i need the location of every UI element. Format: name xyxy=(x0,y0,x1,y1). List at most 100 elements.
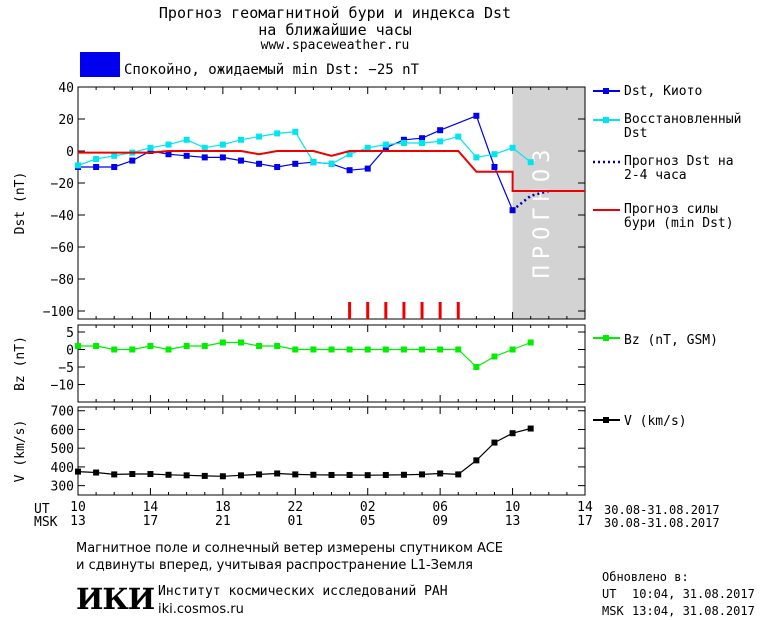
data-point-0-1 xyxy=(165,141,172,148)
y-tick-label: 700 xyxy=(51,405,74,420)
data-point-1-0 xyxy=(455,346,462,353)
msk-tick-label: 13 xyxy=(70,514,86,529)
data-point-0-1 xyxy=(93,156,100,162)
data-point-0-1 xyxy=(455,133,462,140)
y-axis-label: Bz (nT) xyxy=(13,336,28,391)
legend-storm-forecast: Прогноз силы бури (min Dst) xyxy=(624,202,734,231)
data-point-1-0 xyxy=(111,346,118,353)
ut-tick-label: 02 xyxy=(359,500,376,515)
footer-note-line1: Магнитное поле и солнечный ветер измерен… xyxy=(76,541,504,556)
data-point-1-0 xyxy=(437,346,444,353)
data-point-0-1 xyxy=(75,162,81,169)
y-tick-label: 0 xyxy=(66,145,74,160)
data-point-2-0 xyxy=(93,469,100,476)
data-point-0-0 xyxy=(147,148,154,154)
data-point-2-0 xyxy=(328,471,335,478)
y-tick-label: 500 xyxy=(51,442,74,457)
data-point-1-0 xyxy=(382,346,389,353)
data-point-0-1 xyxy=(509,144,516,151)
legend-swatch-marker-0 xyxy=(603,88,609,94)
series-line-0-2 xyxy=(511,189,550,212)
updated-ut-time: 10:04, 31.08.2017 xyxy=(632,587,755,601)
data-point-0-0 xyxy=(382,144,389,151)
forecast-region xyxy=(512,87,585,319)
data-point-0-0 xyxy=(111,164,118,170)
data-point-2-0 xyxy=(75,468,81,475)
data-point-0-0 xyxy=(129,157,136,164)
ut-tick-label: 10 xyxy=(504,500,521,515)
iki-logo: ИКИ xyxy=(76,582,155,616)
data-point-2-0 xyxy=(473,457,480,464)
msk-date-range: 30.08-31.08.2017 xyxy=(604,516,720,530)
data-point-0-1 xyxy=(364,144,371,151)
panel-frame xyxy=(77,406,586,496)
data-point-1-0 xyxy=(274,343,281,349)
data-point-1-0 xyxy=(364,346,371,353)
data-point-2-0 xyxy=(419,471,426,478)
data-point-2-0 xyxy=(364,472,371,479)
data-point-2-0 xyxy=(292,471,299,478)
data-point-2-0 xyxy=(165,471,172,478)
data-point-2-0 xyxy=(237,472,244,479)
data-point-0-1 xyxy=(274,130,281,137)
data-point-0-0 xyxy=(364,165,371,172)
y-tick-label: −40 xyxy=(51,209,74,224)
y-tick-label: −80 xyxy=(51,273,74,288)
data-point-2-0 xyxy=(147,471,154,478)
status-text: Спокойно, ожидаемый min Dst: −25 nT xyxy=(124,62,420,78)
legend-swatch-marker-5 xyxy=(603,417,609,423)
ut-tick-label: 10 xyxy=(70,500,86,515)
data-point-2-0 xyxy=(129,471,136,478)
data-point-0-1 xyxy=(491,151,498,158)
data-point-0-0 xyxy=(473,112,480,119)
data-point-0-0 xyxy=(400,136,407,143)
y-tick-label: −20 xyxy=(51,177,74,192)
chart-title: Прогноз геомагнитной бури и индекса Dst xyxy=(158,4,512,22)
y-tick-label: 300 xyxy=(51,480,74,495)
data-point-0-1 xyxy=(111,152,118,159)
data-point-0-1 xyxy=(219,141,226,148)
data-point-1-0 xyxy=(310,346,317,353)
data-point-1-0 xyxy=(491,353,498,360)
chart-title-line2: на ближайшие часы xyxy=(258,21,412,39)
y-tick-label: 40 xyxy=(58,81,74,96)
data-point-1-0 xyxy=(473,364,480,370)
data-point-0-1 xyxy=(292,128,299,135)
y-tick-label: 600 xyxy=(51,423,74,438)
data-point-0-0 xyxy=(491,164,498,170)
y-tick-label: 5 xyxy=(66,326,74,341)
data-point-1-0 xyxy=(527,339,534,346)
status-color-box xyxy=(80,52,120,77)
msk-tick-label: 17 xyxy=(142,514,159,529)
data-point-0-0 xyxy=(93,164,100,170)
data-point-2-0 xyxy=(310,471,317,478)
data-point-0-1 xyxy=(473,154,480,161)
data-point-0-0 xyxy=(256,160,263,167)
data-point-2-0 xyxy=(256,471,263,478)
data-point-1-0 xyxy=(219,339,226,346)
legend-swatch-marker-4 xyxy=(603,335,609,341)
msk-tick-label: 09 xyxy=(432,514,448,529)
data-point-1-0 xyxy=(183,343,190,349)
data-point-0-0 xyxy=(419,135,426,142)
msk-tick-label: 13 xyxy=(504,514,521,529)
data-point-1-0 xyxy=(93,343,100,349)
data-point-2-0 xyxy=(183,472,190,479)
data-point-2-0 xyxy=(274,470,281,477)
data-point-0-1 xyxy=(147,144,154,151)
msk-axis-label: MSK xyxy=(34,515,58,530)
data-point-2-0 xyxy=(111,471,118,478)
series-line-0-3 xyxy=(78,150,585,192)
updated-msk-label: MSK xyxy=(602,604,624,618)
data-point-1-0 xyxy=(237,339,244,346)
data-point-0-0 xyxy=(437,127,444,134)
series-line-0-1 xyxy=(77,131,532,166)
website-link[interactable]: www.spaceweather.ru xyxy=(260,38,410,53)
institute-name: Институт космических исследований РАН xyxy=(158,584,448,599)
data-point-0-0 xyxy=(292,160,299,167)
ut-tick-label: 06 xyxy=(432,500,448,515)
data-point-1-0 xyxy=(147,343,154,349)
institute-site-link[interactable]: iki.cosmos.ru xyxy=(158,602,244,617)
data-point-1-0 xyxy=(292,346,299,353)
